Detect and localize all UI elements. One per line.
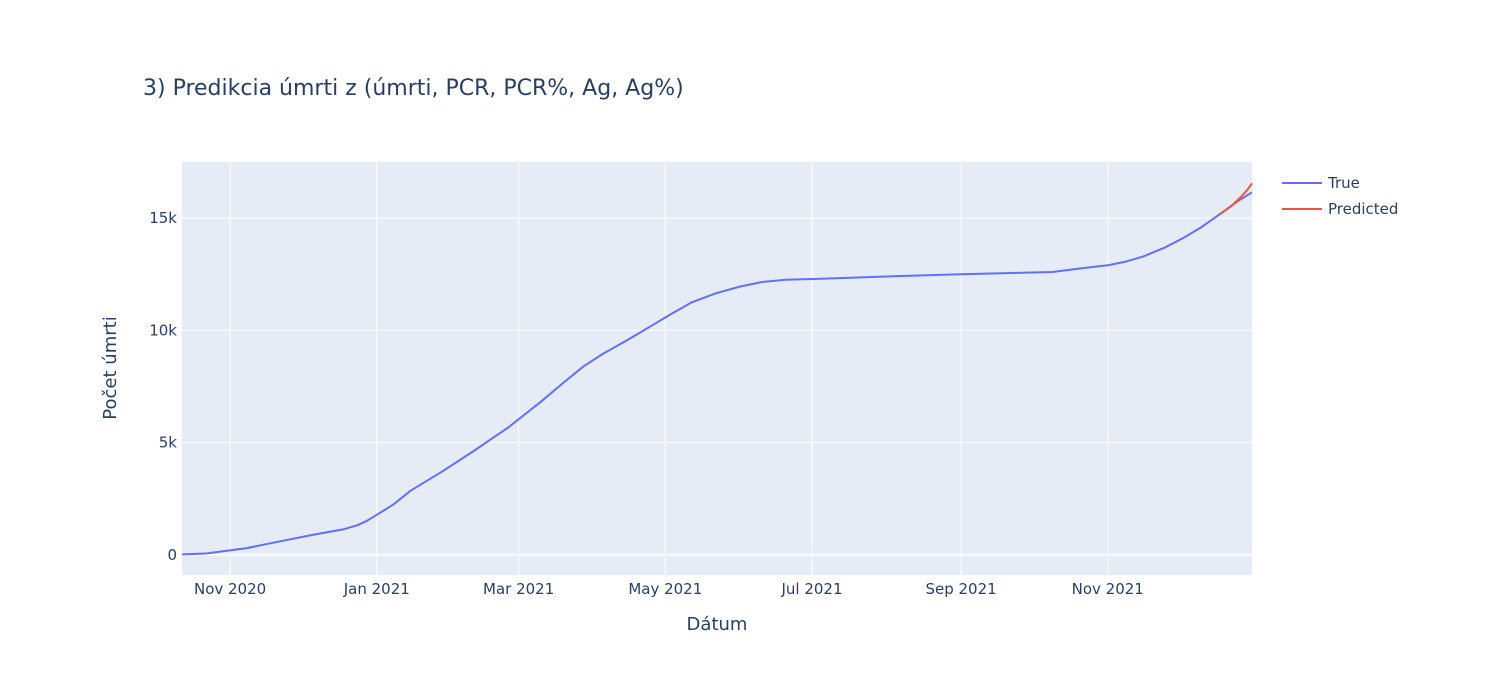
x-axis-title: Dátum [687, 614, 748, 635]
x-tick-label: Nov 2021 [1072, 580, 1144, 598]
y-tick-label: 0 [167, 546, 177, 564]
series-line-predicted [1220, 182, 1253, 215]
y-tick-label: 5k [159, 434, 178, 452]
chart-title: 3) Predikcia úmrti z (úmrti, PCR, PCR%, … [143, 76, 684, 101]
y-tick-labels: 0 5k 10k 15k [149, 209, 177, 564]
x-tick-label: Sep 2021 [925, 580, 996, 598]
x-gridlines [229, 162, 1109, 575]
legend[interactable]: True Predicted [1282, 174, 1398, 218]
y-tick-label: 15k [149, 209, 177, 227]
plot-area [182, 162, 1252, 575]
legend-label: Predicted [1328, 200, 1398, 218]
x-tick-label: May 2021 [628, 580, 702, 598]
x-tick-label: Mar 2021 [483, 580, 554, 598]
series-line-true [181, 191, 1253, 556]
legend-item-predicted[interactable]: Predicted [1282, 200, 1398, 218]
legend-label: True [1327, 174, 1360, 192]
x-tick-label: Nov 2020 [194, 580, 266, 598]
y-gridlines [182, 217, 1252, 556]
legend-item-true[interactable]: True [1282, 174, 1360, 192]
y-axis-title: Počet úmrti [100, 316, 121, 419]
y-tick-label: 10k [149, 321, 177, 339]
series-lines [181, 182, 1253, 556]
x-tick-labels: Nov 2020 Jan 2021 Mar 2021 May 2021 Jul 2021… [194, 580, 1144, 598]
x-tick-label: Jul 2021 [780, 580, 842, 598]
x-tick-label: Jan 2021 [343, 580, 410, 598]
